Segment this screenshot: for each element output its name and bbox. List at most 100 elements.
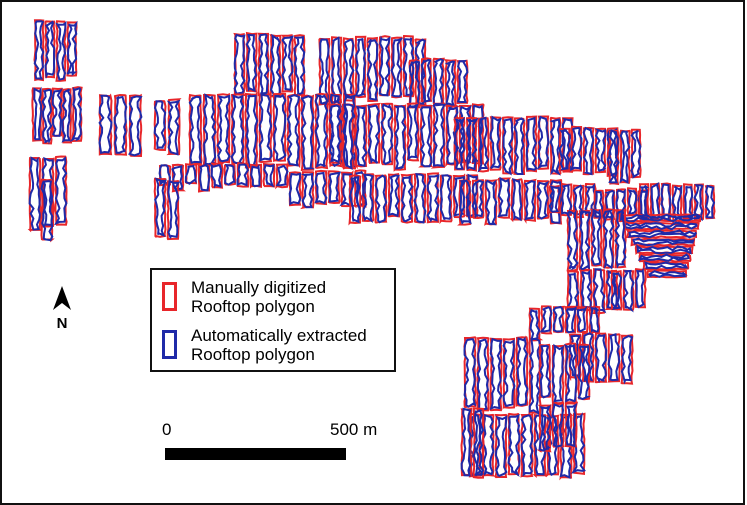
manual-rooftop-polygon: [55, 20, 67, 82]
manual-rooftop-polygon: [572, 184, 585, 219]
auto-rooftop-polygon: [453, 116, 466, 170]
auto-rooftop-polygon: [33, 20, 45, 80]
auto-rooftop-polygon: [258, 33, 270, 97]
manual-rooftop-polygon: [538, 343, 552, 399]
auto-rooftop-polygon: [199, 163, 211, 192]
auto-rooftop-polygon: [314, 93, 329, 168]
manual-rooftop-polygon: [638, 253, 692, 263]
auto-rooftop-polygon: [581, 332, 594, 383]
auto-rooftop-polygon: [529, 308, 541, 341]
auto-rooftop-polygon: [536, 115, 550, 170]
manual-rooftop-polygon: [630, 128, 642, 179]
auto-rooftop-polygon: [453, 175, 466, 217]
auto-rooftop-polygon: [566, 209, 579, 271]
manual-rooftop-polygon: [280, 34, 294, 93]
north-arrow: N: [52, 286, 72, 332]
manual-rooftop-polygon: [477, 116, 490, 173]
auto-rooftop-polygon: [619, 212, 702, 223]
auto-rooftop-polygon: [539, 344, 551, 399]
manual-rooftop-polygon: [153, 99, 167, 152]
auto-rooftop-polygon: [648, 270, 688, 278]
manual-rooftop-polygon: [216, 92, 231, 164]
manual-rooftop-polygon: [31, 87, 43, 142]
auto-rooftop-polygon: [216, 94, 231, 163]
manual-rooftop-polygon: [578, 269, 593, 313]
manual-rooftop-polygon: [33, 19, 45, 82]
auto-rooftop-polygon: [301, 172, 315, 209]
manual-rooftop-polygon: [463, 336, 477, 409]
auto-rooftop-polygon: [494, 415, 508, 477]
auto-rooftop-polygon: [374, 174, 388, 224]
legend-item-manual: Manually digitized Rooftop polygon: [162, 278, 326, 316]
legend-manual-line2: Rooftop polygon: [191, 297, 315, 316]
auto-rooftop-polygon: [300, 95, 316, 170]
manual-rooftop-polygon: [634, 245, 694, 256]
auto-rooftop-polygon: [406, 103, 419, 161]
auto-rooftop-polygon: [549, 118, 561, 176]
auto-rooftop-polygon: [624, 221, 698, 231]
scale-end-label: 500 m: [330, 420, 378, 439]
auto-rooftop-polygon: [627, 189, 638, 216]
auto-rooftop-polygon: [485, 179, 498, 226]
auto-rooftop-polygon: [592, 268, 607, 315]
manual-rooftop-polygon: [258, 93, 273, 164]
auto-rooftop-polygon: [331, 36, 343, 106]
auto-rooftop-polygon: [366, 38, 379, 101]
auto-rooftop-polygon: [188, 95, 202, 164]
auto-rooftop-polygon: [566, 272, 580, 310]
auto-rooftop-polygon: [502, 339, 516, 407]
rooftop-polygons: [27, 19, 716, 481]
auto-rooftop-polygon: [560, 183, 573, 216]
auto-rooftop-polygon: [466, 117, 480, 171]
manual-rooftop-polygon: [620, 334, 634, 385]
manual-rooftop-polygon: [591, 268, 606, 315]
manual-rooftop-polygon: [646, 269, 687, 279]
manual-rooftop-polygon: [245, 31, 258, 93]
auto-rooftop-polygon: [378, 35, 391, 97]
auto-rooftop-polygon: [513, 117, 525, 175]
auto-rooftop-polygon: [61, 88, 72, 143]
auto-rooftop-polygon: [171, 165, 184, 191]
legend: Manually digitized Rooftop polygon Autom…: [150, 268, 396, 372]
legend-item-auto: Automatically extracted Rooftop polygon: [162, 326, 367, 364]
auto-rooftop-polygon: [245, 33, 258, 93]
manual-rooftop-polygon: [328, 103, 342, 164]
auto-rooftop-polygon: [538, 405, 552, 452]
auto-rooftop-polygon: [380, 103, 394, 166]
auto-rooftop-polygon: [548, 185, 561, 213]
auto-rooftop-polygon: [113, 95, 128, 154]
manual-rooftop-polygon: [272, 92, 287, 163]
manual-rooftop-polygon: [502, 337, 516, 409]
auto-rooftop-polygon: [563, 343, 578, 403]
auto-rooftop-polygon: [362, 173, 375, 223]
auto-rooftop-polygon: [539, 306, 553, 333]
auto-rooftop-polygon: [420, 106, 433, 168]
manual-rooftop-polygon: [236, 162, 250, 188]
manual-swatch: [162, 282, 177, 311]
auto-rooftop-polygon: [551, 343, 565, 403]
manual-rooftop-polygon: [515, 335, 529, 408]
auto-rooftop-polygon: [401, 174, 414, 223]
manual-rooftop-polygon: [513, 117, 526, 175]
auto-rooftop-polygon: [558, 128, 571, 171]
auto-rooftop-polygon: [594, 127, 607, 172]
auto-rooftop-polygon: [288, 172, 302, 206]
manual-rooftop-polygon: [387, 173, 401, 218]
auto-rooftop-polygon: [432, 102, 446, 168]
auto-rooftop-polygon: [636, 244, 692, 255]
auto-rooftop-polygon: [463, 338, 477, 408]
auto-rooftop-polygon: [536, 180, 550, 220]
auto-rooftop-polygon: [314, 171, 328, 205]
auto-rooftop-polygon: [589, 306, 600, 334]
manual-rooftop-polygon: [560, 182, 573, 217]
auto-rooftop-polygon: [426, 174, 440, 223]
auto-rooftop-polygon: [516, 336, 529, 407]
auto-rooftop-polygon: [477, 116, 490, 173]
manual-rooftop-polygon: [98, 93, 113, 156]
manual-rooftop-polygon: [300, 94, 315, 172]
manual-rooftop-polygon: [378, 35, 391, 97]
auto-rooftop-polygon: [40, 180, 54, 242]
auto-rooftop-polygon: [610, 272, 623, 310]
